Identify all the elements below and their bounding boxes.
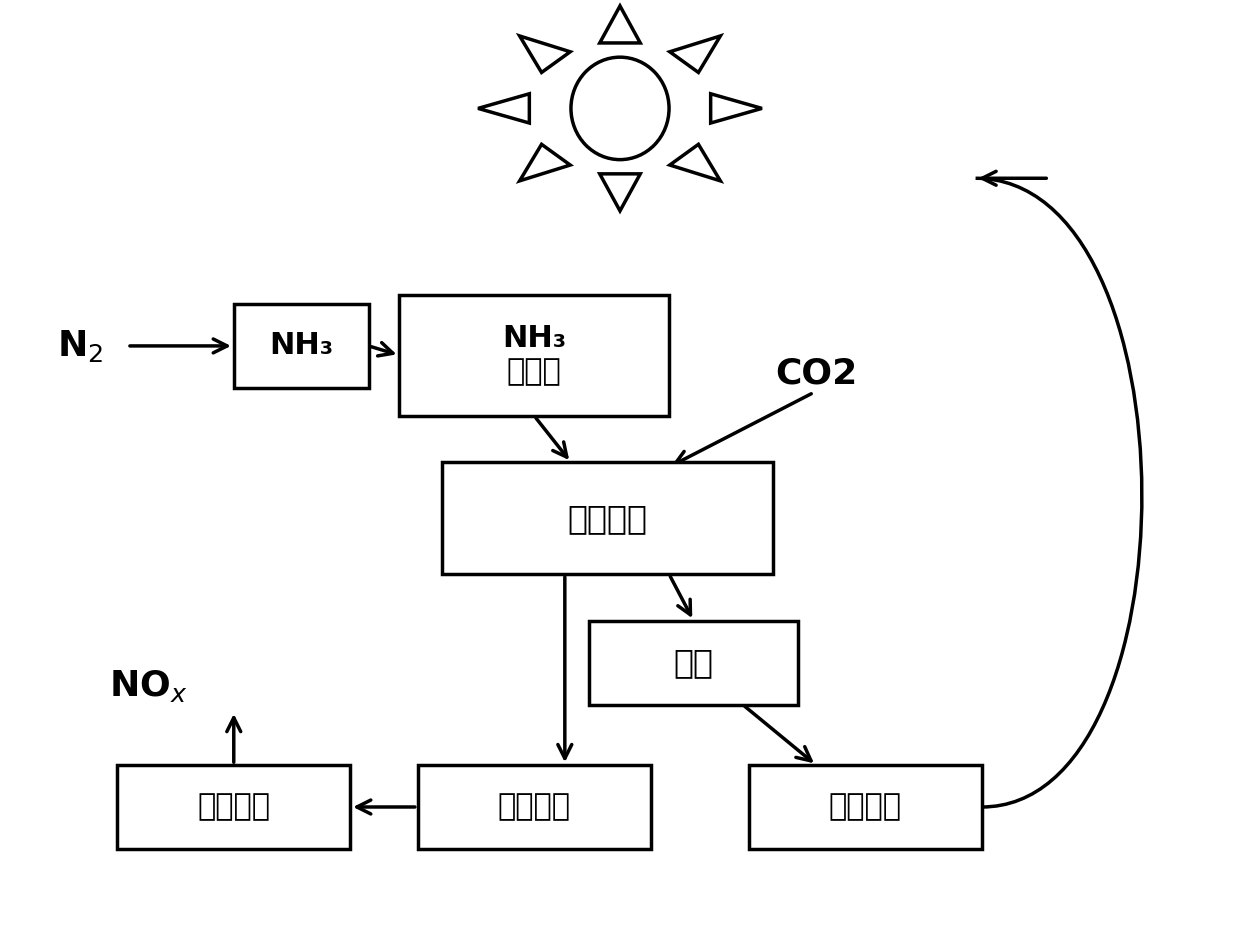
FancyBboxPatch shape [589,621,797,704]
Text: 动物废料: 动物废料 [197,792,270,822]
FancyBboxPatch shape [418,765,651,849]
Text: NO$_x$: NO$_x$ [109,668,187,704]
Text: N$_2$: N$_2$ [57,328,104,363]
FancyBboxPatch shape [749,765,982,849]
FancyBboxPatch shape [399,295,670,416]
FancyBboxPatch shape [234,304,368,388]
Text: 脂质: 脂质 [673,646,713,679]
Text: 富油藻类: 富油藻类 [568,502,647,534]
FancyBboxPatch shape [118,765,350,849]
FancyBboxPatch shape [443,462,774,574]
Text: NH₃: NH₃ [269,331,334,361]
Text: 生物燃料: 生物燃料 [828,792,901,822]
Text: CO2: CO2 [775,357,857,391]
Text: 动物饲料: 动物饲料 [497,792,570,822]
Text: NH₃
硝酸盐: NH₃ 硝酸盐 [502,324,567,386]
